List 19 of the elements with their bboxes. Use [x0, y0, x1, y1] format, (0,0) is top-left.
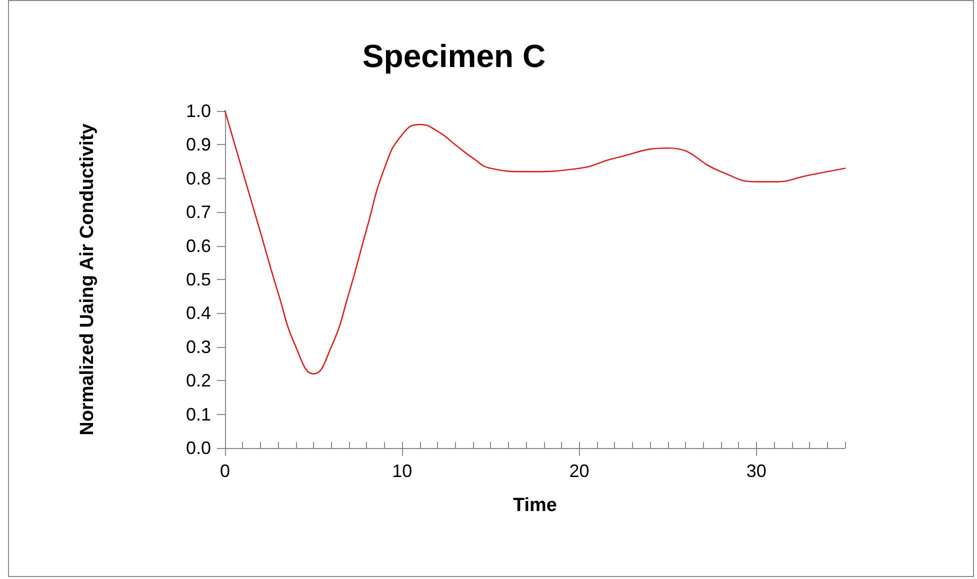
y-tick-label: 0.5: [186, 270, 211, 290]
x-tick-label: 0: [220, 461, 230, 481]
y-tick-label: 0.0: [186, 438, 211, 458]
y-tick-label: 0.3: [186, 336, 211, 357]
y-tick-label: 0.9: [186, 134, 211, 155]
line-series: [224, 110, 846, 374]
x-axis-title: Time: [512, 495, 558, 516]
y-tick-label: 0.1: [186, 404, 211, 424]
chart-title: Specimen C: [362, 38, 546, 74]
y-tick-label: 0.7: [186, 202, 211, 222]
x-tick-label: 10: [392, 461, 412, 481]
y-axis-title: Normalized Uaing Air Conductivity: [77, 123, 98, 436]
y-tick-label: 1.0: [186, 101, 211, 121]
x-tick-label: 30: [746, 461, 766, 481]
y-tick-label: 0.6: [186, 236, 211, 256]
y-tick-label: 0.2: [186, 370, 211, 391]
x-tick-label: 20: [569, 461, 590, 481]
y-tick-label: 0.8: [186, 168, 211, 188]
y-tick-label: 0.4: [186, 303, 211, 324]
